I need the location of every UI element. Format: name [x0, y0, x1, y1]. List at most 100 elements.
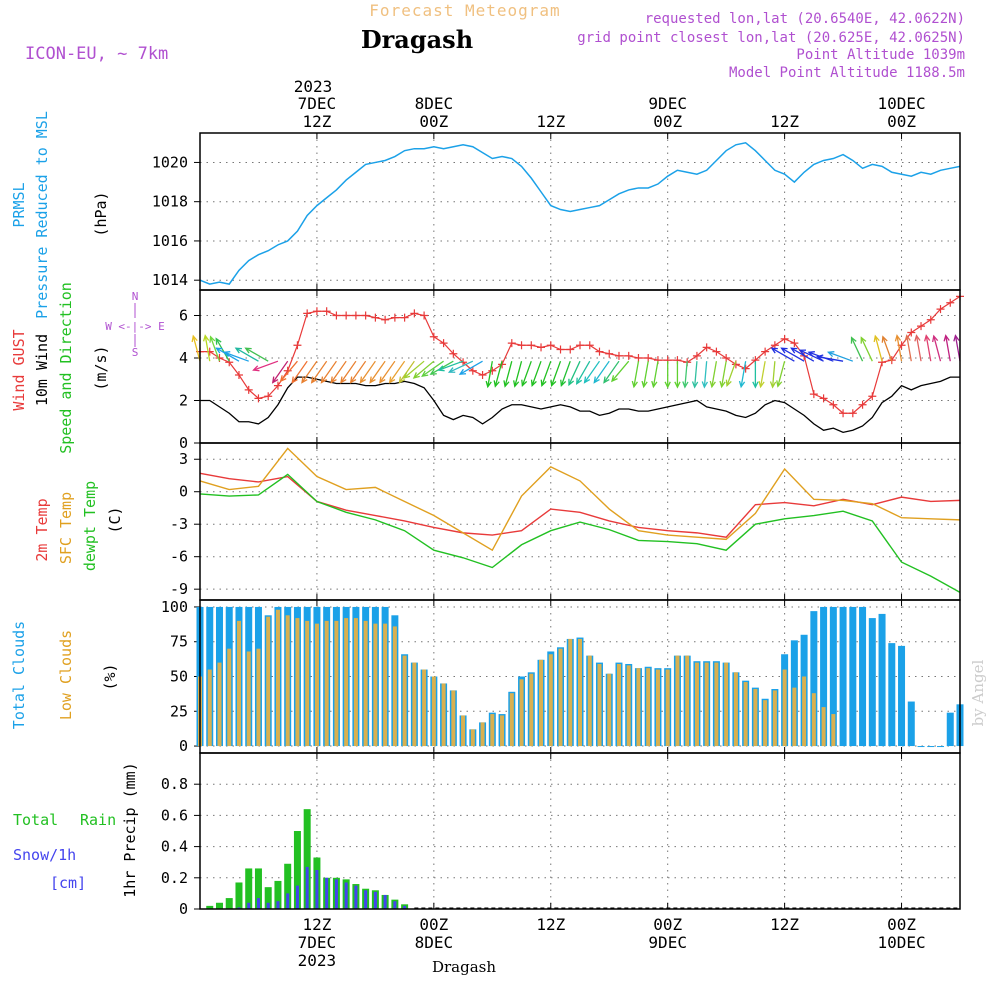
low-cloud-bar — [373, 623, 378, 747]
rain-bar — [254, 868, 262, 909]
y-tick-label: 1018 — [152, 193, 188, 211]
wind-arrow — [781, 347, 805, 362]
gust-marker — [244, 385, 253, 394]
wind-arrow-head — [540, 379, 547, 388]
gust-marker — [449, 349, 458, 358]
wind-arrow-head — [701, 381, 709, 389]
low-cloud-bar — [305, 620, 310, 747]
wind-arrow-head — [914, 334, 921, 342]
wind-arrow-head — [485, 380, 492, 389]
wind-arrow-head — [447, 367, 456, 373]
low-cloud-bar — [694, 662, 699, 747]
low-cloud-bar — [626, 665, 631, 747]
gust-marker — [546, 341, 555, 350]
gust-marker — [468, 366, 477, 375]
wind-arrow-head — [752, 381, 759, 389]
wind-arrow — [403, 360, 425, 379]
total-cloud-bar — [888, 643, 896, 747]
clouds-unit: (%) — [101, 663, 119, 690]
wind-unit: (m/s) — [92, 345, 110, 390]
snow-bar — [286, 893, 290, 909]
low-cloud-bar — [539, 659, 544, 747]
gust-marker — [917, 322, 926, 331]
wind-arrow — [209, 336, 221, 362]
wind-arrow-head — [403, 372, 411, 379]
wind-arrow-head — [674, 381, 681, 389]
gust-marker — [907, 328, 916, 337]
wind-arrow-head — [379, 376, 386, 384]
low-cloud-bar — [353, 618, 358, 747]
low-cloud-bar — [821, 707, 826, 747]
snow-bar — [403, 905, 407, 909]
top-time-label: 10DEC — [877, 94, 925, 113]
wind-arrow — [551, 360, 562, 386]
gust-marker — [254, 394, 263, 403]
gust-marker — [273, 381, 282, 390]
gust-marker — [371, 313, 380, 322]
gust-marker — [722, 354, 731, 362]
wind-arrow-head — [209, 335, 216, 343]
low-cloud-bar — [782, 669, 787, 747]
wind10-line — [200, 376, 960, 434]
wind-arrow-head — [798, 349, 807, 356]
wind10-label: 10m Wind — [33, 334, 51, 406]
low-cloud-bar — [607, 673, 612, 747]
gust-line — [200, 295, 961, 414]
low-cloud-bar — [743, 682, 748, 747]
compass-we: W <-|-> E — [105, 320, 165, 333]
gust-marker — [858, 400, 867, 409]
gust-marker — [234, 371, 243, 379]
low-cloud-bar — [714, 662, 719, 747]
compass-n: N — [132, 290, 139, 303]
dewpoint-line — [199, 473, 961, 594]
rain-label-a: Total — [13, 811, 58, 829]
gust-marker — [712, 347, 721, 356]
total-clouds-label: Total Clouds — [10, 621, 28, 729]
bottom-time-label: 2023 — [298, 951, 337, 970]
snow-bar — [354, 885, 358, 909]
wind-arrow-head — [398, 376, 406, 384]
wind-arrow-head — [222, 351, 231, 358]
gust-marker — [819, 394, 828, 403]
low-cloud-bar — [587, 655, 592, 747]
y-tick-label: 0.8 — [161, 775, 188, 793]
gust-marker — [322, 307, 331, 316]
wind-arrow-head — [860, 336, 867, 344]
wind-arrow — [791, 347, 815, 362]
snow-unit: [cm] — [50, 874, 86, 892]
wind-arrow — [777, 361, 786, 387]
wind-arrow — [726, 360, 737, 386]
wind-arrow-head — [349, 376, 357, 384]
low-cloud-bar — [392, 626, 397, 747]
snow-bar — [276, 901, 280, 909]
gust-marker — [351, 311, 360, 320]
rain-bar — [225, 898, 233, 909]
gust-marker — [312, 307, 321, 316]
wind-arrow — [560, 360, 571, 386]
wind-arrow — [494, 361, 503, 387]
wind-dir-label: Speed and Direction — [57, 282, 75, 454]
wind-arrow-head — [943, 334, 950, 342]
wind-arrow-head — [664, 381, 671, 389]
snow-bar — [305, 866, 309, 909]
wind-arrow — [192, 335, 201, 362]
gust-marker — [790, 339, 799, 348]
low-cloud-bar — [314, 623, 319, 747]
top-time-label: 00Z — [419, 112, 448, 131]
gust-marker — [829, 400, 838, 409]
y-tick-label: 4 — [179, 349, 188, 367]
gust-marker — [400, 313, 409, 322]
grid-point-coords: grid point closest lon,lat (20.625E, 42.… — [577, 30, 965, 46]
wind-arrow-head — [904, 334, 911, 342]
wind-arrow-head — [738, 380, 746, 389]
y-tick-label: 0.6 — [161, 806, 188, 824]
top-time-label: 8DEC — [415, 94, 454, 113]
bottom-caption: Dragash — [432, 958, 496, 976]
total-cloud-bar — [868, 618, 876, 747]
wind-arrow-head — [359, 376, 367, 384]
wind-arrow — [576, 360, 591, 385]
low-cloud-bar — [548, 654, 553, 747]
y-tick-label: 0 — [179, 737, 188, 755]
clouds-panel: 0 25 50 75 100 — [161, 598, 964, 755]
